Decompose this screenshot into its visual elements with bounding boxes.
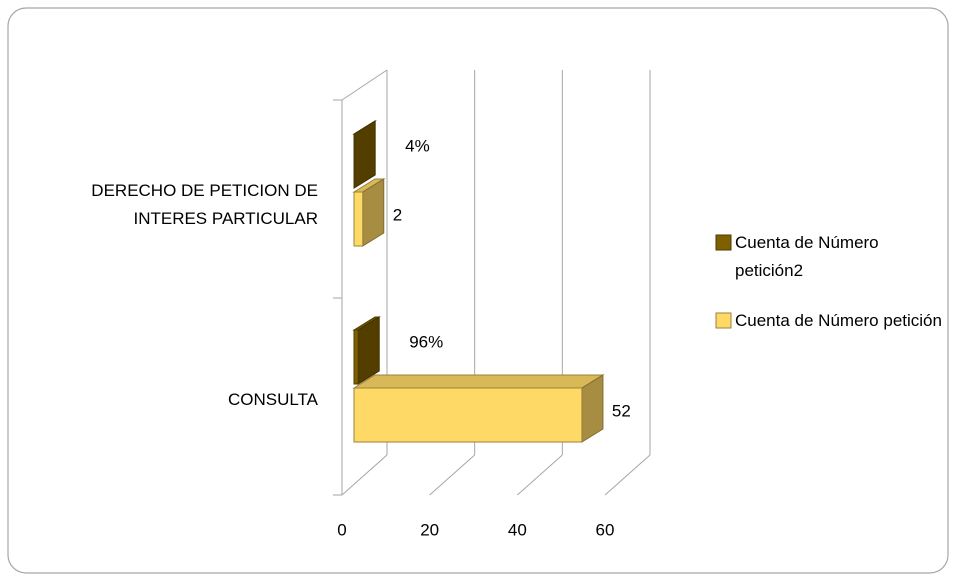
floor-grid-line <box>517 454 563 496</box>
x-tick-label: 60 <box>596 520 615 539</box>
value-label: 52 <box>612 401 631 420</box>
wall-top-edge <box>341 69 388 101</box>
bar <box>352 178 386 247</box>
bar <box>352 120 377 189</box>
legend-swatch <box>715 312 732 329</box>
floor-grid-line <box>341 454 388 496</box>
legend-swatch <box>715 234 732 251</box>
floor-grid-line <box>429 454 475 496</box>
category-label: CONSULTA <box>227 390 318 409</box>
bar-front <box>353 329 359 385</box>
x-tick-label: 0 <box>337 520 346 539</box>
bar <box>352 316 381 385</box>
chart-frame <box>7 7 949 574</box>
bar-front <box>353 191 364 247</box>
legend-label: Cuenta de Número petición2 <box>735 233 879 280</box>
floor-grid-line <box>604 454 651 496</box>
category-label: DERECHO DE PETICION DE INTERES PARTICULA… <box>91 181 318 228</box>
x-tick-label: 20 <box>420 520 439 539</box>
bar-top <box>352 374 605 389</box>
x-tick-label: 40 <box>508 520 527 539</box>
value-label: 96% <box>409 332 443 351</box>
value-label: 4% <box>405 136 430 155</box>
bar <box>352 374 605 443</box>
legend-label: Cuenta de Número petición <box>735 311 942 330</box>
value-label: 2 <box>393 205 402 224</box>
bar-front <box>353 387 583 443</box>
